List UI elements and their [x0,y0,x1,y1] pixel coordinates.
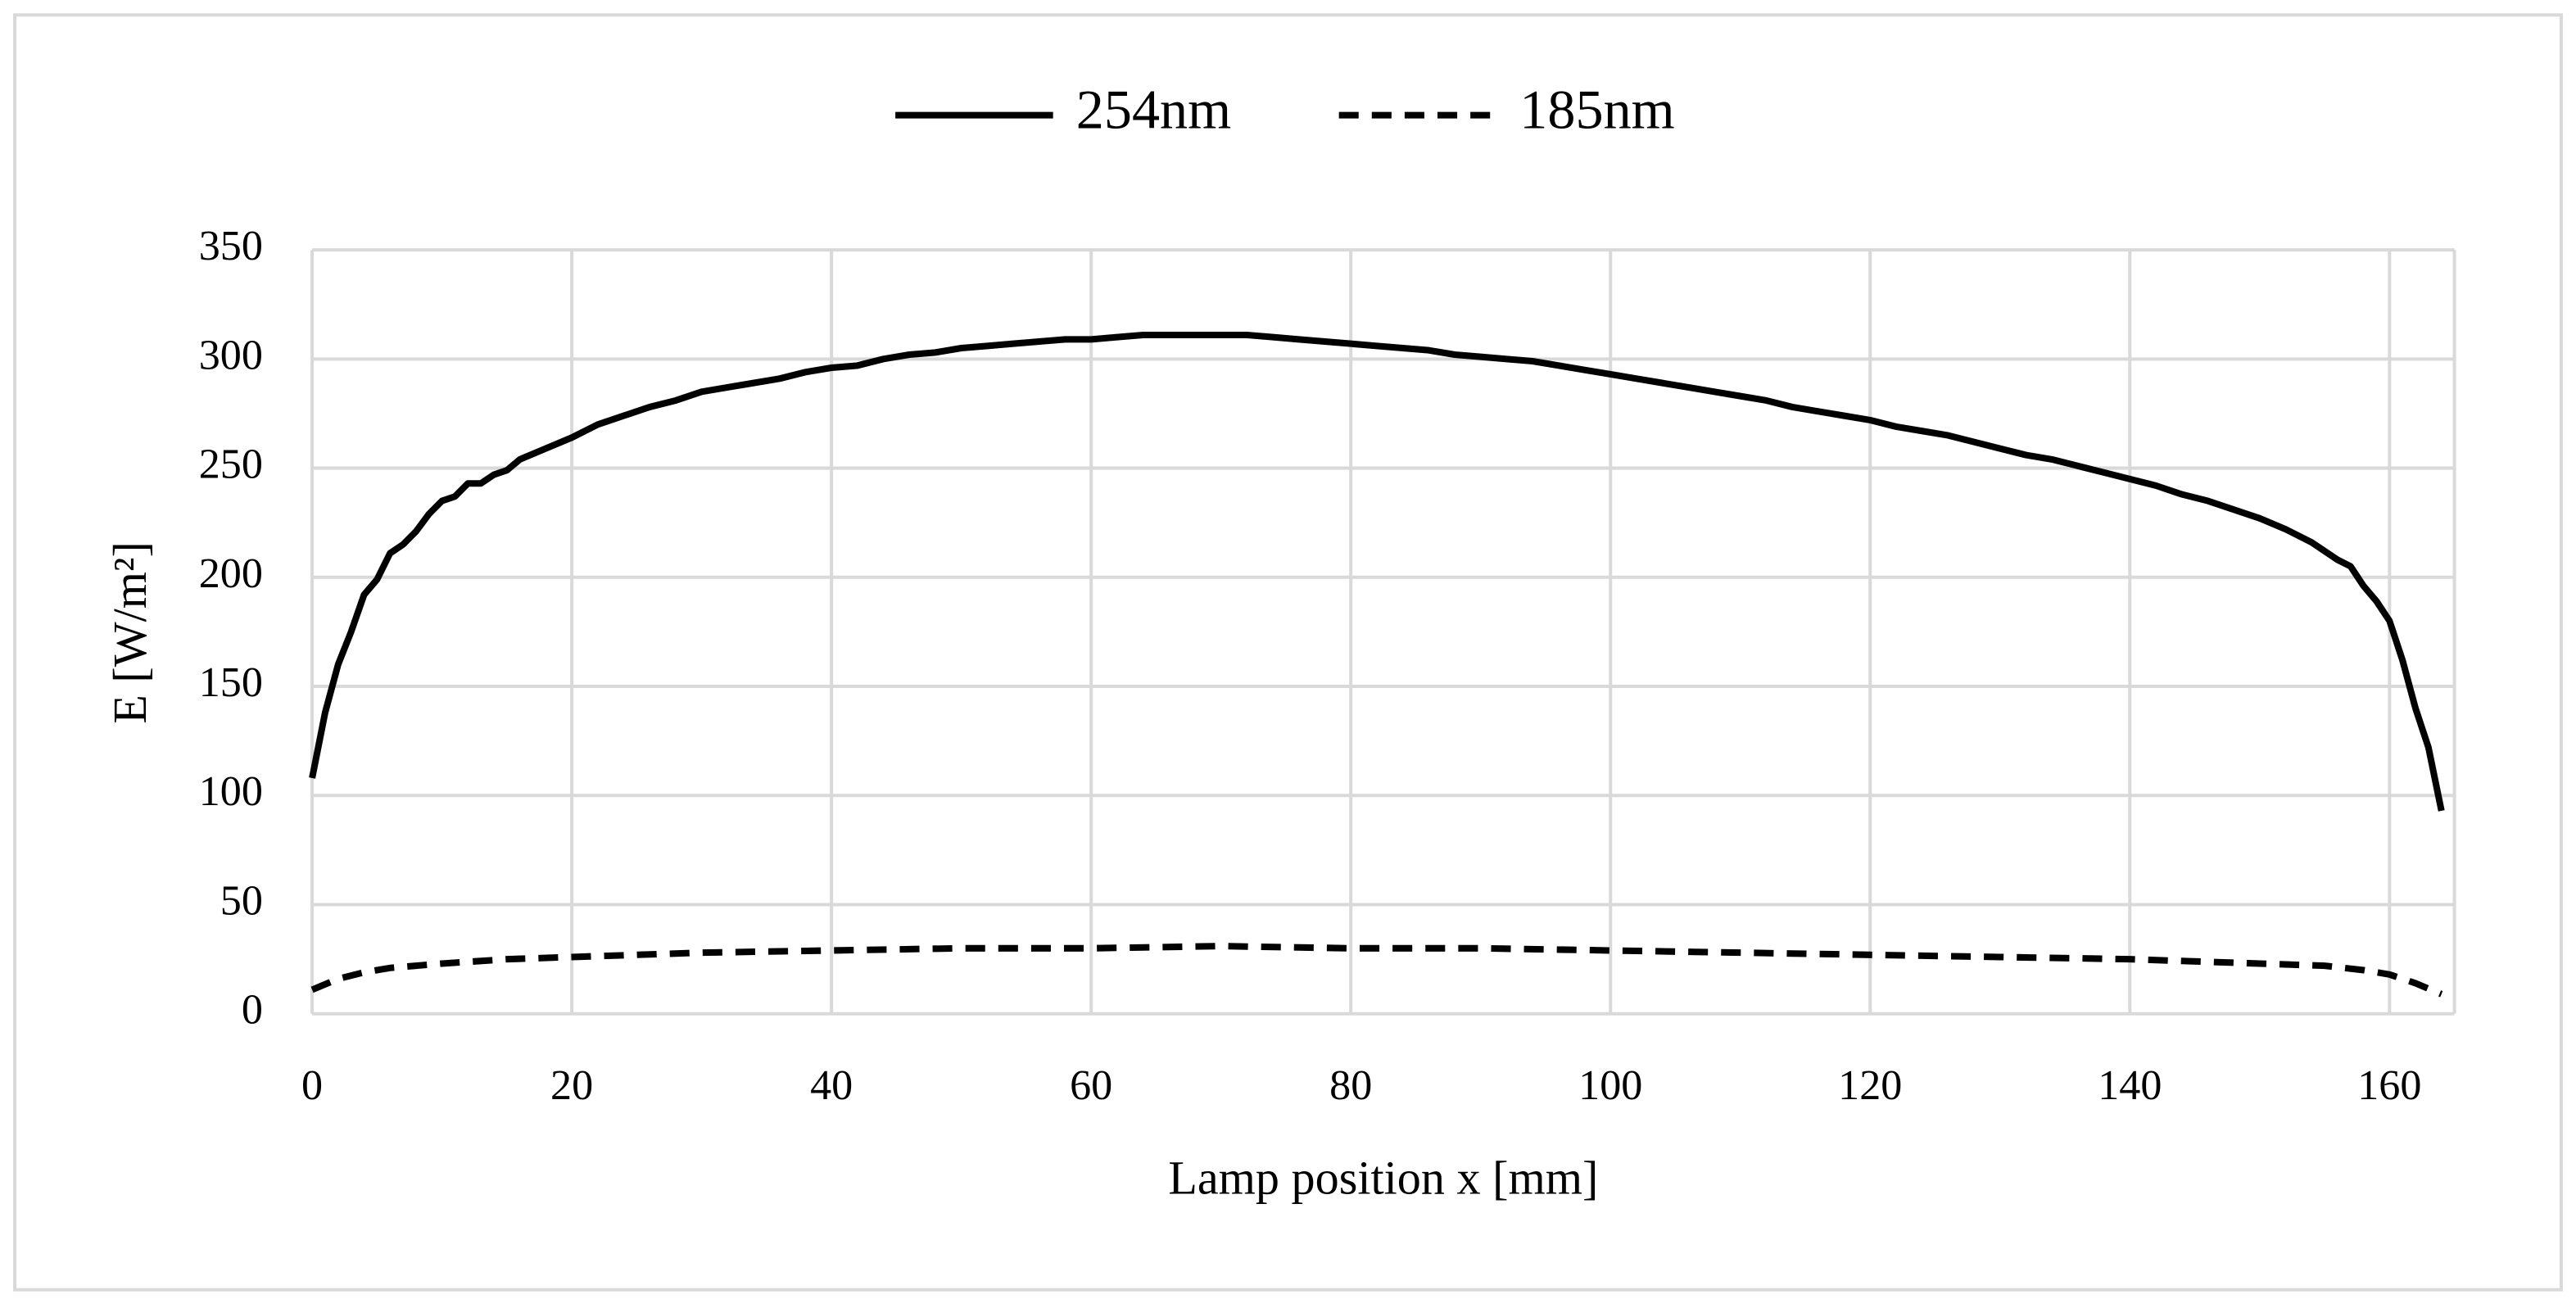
x-tick-label: 100 [1578,1062,1642,1109]
x-tick-label: 0 [301,1062,323,1109]
chart-border [13,13,2563,1292]
y-tick-label: 0 [242,987,263,1034]
legend-label: 185nm [1519,78,1674,140]
x-tick-label: 40 [810,1062,853,1109]
legend-label: 254nm [1076,78,1231,140]
x-tick-label: 160 [2357,1062,2421,1109]
x-tick-label: 80 [1329,1062,1372,1109]
y-tick-label: 350 [199,223,263,269]
x-axis-title: Lamp position x [mm] [1168,1152,1598,1205]
y-tick-label: 300 [199,332,263,378]
y-tick-label: 200 [199,550,263,597]
data-line [309,332,2445,812]
y-axis-title: E [W/m²] [103,541,156,724]
data-line [310,943,2443,998]
x-tick-label: 140 [2098,1062,2162,1109]
x-tick-label: 20 [550,1062,593,1109]
x-tick-label: 120 [1838,1062,1902,1109]
x-tick-label: 60 [1070,1062,1112,1109]
y-tick-label: 50 [220,877,263,924]
y-tick-label: 150 [199,659,263,706]
y-tick-label: 250 [199,441,263,488]
y-tick-label: 100 [199,768,263,815]
